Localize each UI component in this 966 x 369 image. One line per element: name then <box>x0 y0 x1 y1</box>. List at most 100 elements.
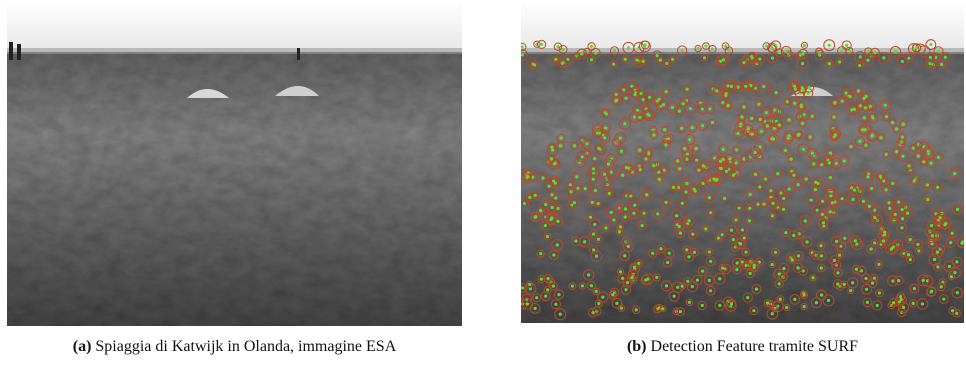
keypoint <box>607 162 610 165</box>
keypoint <box>638 149 641 152</box>
keypoint <box>926 198 929 201</box>
keypoint <box>704 227 707 230</box>
keypoint <box>554 303 557 306</box>
keypoint <box>590 58 593 61</box>
keypoint <box>790 158 793 161</box>
keypoint <box>721 266 724 269</box>
keypoint <box>730 302 733 305</box>
keypoint <box>956 291 959 294</box>
keypoint <box>594 51 597 54</box>
keypoint <box>633 93 636 96</box>
keypoint <box>913 179 916 182</box>
keypoint <box>821 200 824 203</box>
keypoint <box>809 135 812 138</box>
keypoint <box>803 305 806 308</box>
keypoint <box>630 276 633 279</box>
keypoint <box>801 52 804 55</box>
keypoint <box>601 296 604 299</box>
keypoint <box>771 214 774 217</box>
keypoint <box>742 105 745 108</box>
keypoint <box>773 108 776 111</box>
keypoint <box>547 185 550 188</box>
keypoint <box>678 167 681 170</box>
keypoint <box>610 211 613 214</box>
sky <box>7 0 462 55</box>
keypoint <box>703 56 706 59</box>
keypoint <box>695 159 698 162</box>
keypoint <box>539 252 542 255</box>
keypoint <box>802 292 805 295</box>
keypoint <box>811 276 814 279</box>
keypoint <box>864 106 867 109</box>
keypoint <box>597 238 600 241</box>
keypoint <box>820 254 823 257</box>
page: {"figures": [ {"label": "(a)", "caption"… <box>0 0 966 369</box>
keypoint <box>559 144 562 147</box>
keypoint <box>774 251 777 254</box>
keypoint <box>739 242 742 245</box>
keypoint <box>597 147 600 150</box>
keypoint <box>668 252 671 255</box>
keypoint <box>737 206 740 209</box>
keypoint <box>635 58 638 61</box>
keypoint <box>862 200 865 203</box>
keypoint <box>656 212 659 215</box>
keypoint <box>829 151 832 154</box>
keypoint <box>641 224 644 227</box>
keypoint <box>562 48 565 51</box>
keypoint <box>762 202 765 205</box>
keypoint <box>929 56 932 59</box>
keypoint <box>814 181 817 184</box>
keypoint <box>722 148 725 151</box>
keypoint <box>951 309 954 312</box>
keypoint <box>627 245 630 248</box>
keypoint <box>814 188 817 191</box>
keypoint <box>801 62 804 65</box>
keypoint <box>605 112 608 115</box>
keypoint <box>732 238 735 241</box>
keypoint <box>778 282 781 285</box>
keypoint <box>544 224 547 227</box>
keypoint <box>695 147 698 150</box>
keypoint <box>936 251 939 254</box>
keypoint <box>664 143 667 146</box>
keypoint <box>887 201 890 204</box>
keypoint <box>672 186 675 189</box>
keypoint <box>892 301 895 304</box>
keypoint <box>818 53 821 56</box>
keypoint <box>757 103 760 106</box>
keypoint <box>950 275 953 278</box>
keypoint <box>805 240 808 243</box>
keypoint <box>604 126 607 129</box>
keypoint <box>744 250 747 253</box>
keypoint <box>891 182 894 185</box>
keypoint <box>873 216 876 219</box>
keypoint <box>718 304 721 307</box>
keypoint <box>820 266 823 269</box>
keypoint <box>836 271 839 274</box>
keypoint <box>645 193 648 196</box>
keypoint <box>683 147 686 150</box>
keypoint <box>708 107 711 110</box>
keypoint <box>533 63 536 66</box>
keypoint <box>730 229 733 232</box>
keypoint <box>926 183 929 186</box>
keypoint <box>540 277 543 280</box>
sand <box>7 52 462 326</box>
keypoint <box>854 239 857 242</box>
keypoint <box>762 85 765 88</box>
keypoint <box>687 255 690 258</box>
keypoint <box>696 47 699 50</box>
keypoint <box>931 242 934 245</box>
keypoint <box>787 137 790 140</box>
keypoint <box>709 211 712 214</box>
keypoint <box>876 304 879 307</box>
keypoint <box>810 199 813 202</box>
keypoint <box>621 174 624 177</box>
keypoint <box>697 168 700 171</box>
keypoint <box>744 85 747 88</box>
keypoint <box>800 104 803 107</box>
keypoint <box>587 273 590 276</box>
keypoint <box>644 278 647 281</box>
keypoint <box>937 50 940 53</box>
